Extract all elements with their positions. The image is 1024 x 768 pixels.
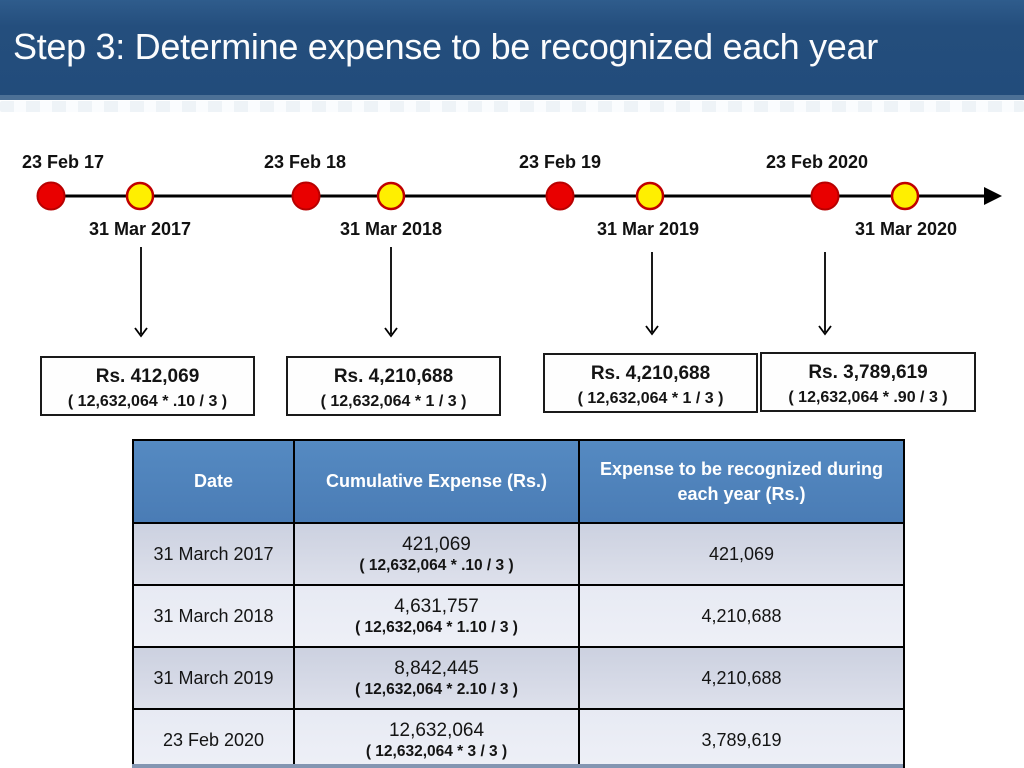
pointer-arrows — [134, 247, 832, 338]
timeline-graphic — [36, 181, 1002, 338]
cumulative-formula: ( 12,632,064 * .10 / 3 ) — [359, 556, 514, 574]
calc-formula: ( 12,632,064 * 1 / 3 ) — [320, 393, 467, 410]
pointer-arrowhead-2-icon — [384, 327, 398, 338]
year-end-label-4: 31 Mar 2020 — [854, 219, 958, 239]
grant-dot-3 — [545, 181, 575, 211]
grant-date-label-3: 23 Feb 19 — [518, 152, 602, 172]
calc-formula: ( 12,632,064 * .10 / 3 ) — [67, 393, 228, 410]
calc-box-2020: Rs. 3,789,619 ( 12,632,064 * .90 / 3 ) — [760, 352, 976, 412]
cell-cumulative: 12,632,064 ( 12,632,064 * 3 / 3 ) — [293, 708, 580, 768]
grant-dot-4 — [810, 181, 840, 211]
header-date: Date — [132, 439, 295, 524]
grant-dot-1 — [36, 181, 66, 211]
year-end-label-3: 31 Mar 2019 — [596, 219, 700, 239]
cell-expense: 4,210,688 — [578, 646, 905, 710]
grant-date-label-4: 23 Feb 2020 — [765, 152, 869, 172]
cumulative-value: 4,631,757 — [394, 595, 479, 617]
cell-cumulative: 4,631,757 ( 12,632,064 * 1.10 / 3 ) — [293, 584, 580, 648]
cell-expense: 3,789,619 — [578, 708, 905, 768]
calc-amount: Rs. 412,069 — [95, 366, 200, 387]
slide-title: Step 3: Determine expense to be recogniz… — [13, 26, 878, 67]
grant-date-label-1: 23 Feb 17 — [21, 152, 105, 172]
year-end-label-1: 31 Mar 2017 — [88, 219, 192, 239]
cell-date: 31 March 2018 — [132, 584, 295, 648]
cell-cumulative: 421,069 ( 12,632,064 * .10 / 3 ) — [293, 522, 580, 586]
table-header-row: Date Cumulative Expense (Rs.) Expense to… — [132, 439, 905, 524]
watermark-strip — [0, 101, 1024, 112]
table-row: 31 March 2018 4,631,757 ( 12,632,064 * 1… — [132, 584, 905, 648]
pointer-arrowhead-1-icon — [134, 327, 148, 338]
cumulative-formula: ( 12,632,064 * 2.10 / 3 ) — [355, 680, 518, 698]
calc-formula: ( 12,632,064 * 1 / 3 ) — [577, 390, 724, 407]
grant-date-label-2: 23 Feb 18 — [263, 152, 347, 172]
table-row: 31 March 2019 8,842,445 ( 12,632,064 * 2… — [132, 646, 905, 710]
calc-formula: ( 12,632,064 * .90 / 3 ) — [788, 389, 948, 406]
cell-date: 23 Feb 2020 — [132, 708, 295, 768]
header-expense: Expense to be recognized during each yea… — [578, 439, 905, 524]
cumulative-value: 421,069 — [402, 533, 471, 555]
cell-date: 31 March 2017 — [132, 522, 295, 586]
cell-expense: 4,210,688 — [578, 584, 905, 648]
year-end-dot-4 — [890, 181, 920, 211]
cell-expense: 421,069 — [578, 522, 905, 586]
cumulative-formula: ( 12,632,064 * 1.10 / 3 ) — [355, 618, 518, 636]
cell-cumulative: 8,842,445 ( 12,632,064 * 2.10 / 3 ) — [293, 646, 580, 710]
calc-box-2018: Rs. 4,210,688 ( 12,632,064 * 1 / 3 ) — [286, 356, 501, 416]
cell-date: 31 March 2019 — [132, 646, 295, 710]
table-row: 31 March 2017 421,069 ( 12,632,064 * .10… — [132, 522, 905, 586]
calc-amount: Rs. 3,789,619 — [808, 362, 928, 383]
calc-box-2017: Rs. 412,069 ( 12,632,064 * .10 / 3 ) — [40, 356, 255, 416]
title-bar: Step 3: Determine expense to be recogniz… — [0, 0, 1024, 100]
table-row: 23 Feb 2020 12,632,064 ( 12,632,064 * 3 … — [132, 708, 905, 768]
header-cumulative: Cumulative Expense (Rs.) — [293, 439, 580, 524]
year-end-dot-1 — [125, 181, 155, 211]
year-end-label-2: 31 Mar 2018 — [339, 219, 443, 239]
timeline-arrowhead-icon — [984, 187, 1002, 205]
calc-amount: Rs. 4,210,688 — [590, 363, 711, 384]
cumulative-value: 12,632,064 — [388, 719, 485, 741]
calc-box-2019: Rs. 4,210,688 ( 12,632,064 * 1 / 3 ) — [543, 353, 758, 413]
year-end-dot-2 — [376, 181, 406, 211]
grant-dot-2 — [291, 181, 321, 211]
cumulative-value: 8,842,445 — [394, 657, 479, 679]
year-end-dot-3 — [635, 181, 665, 211]
cumulative-formula: ( 12,632,064 * 3 / 3 ) — [365, 742, 508, 760]
pointer-arrowhead-4-icon — [818, 325, 832, 336]
calc-amount: Rs. 4,210,688 — [333, 366, 454, 387]
pointer-arrowhead-3-icon — [645, 325, 659, 336]
table-bottom-strip — [132, 764, 903, 768]
expense-table: Date Cumulative Expense (Rs.) Expense to… — [132, 439, 905, 768]
